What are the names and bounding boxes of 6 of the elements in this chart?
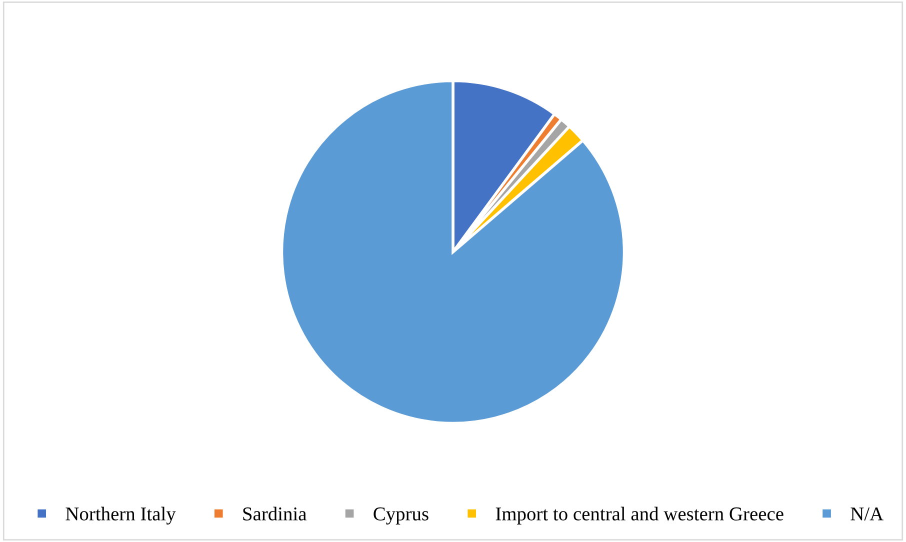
legend-label: N/A (850, 507, 884, 520)
legend-label: Sardinia (243, 506, 307, 520)
legend-label: Cyprus (374, 507, 428, 524)
pie-slice (280, 79, 626, 425)
legend-label: Import to central and western Greece (496, 506, 784, 524)
legend-label: Northern Italy (66, 506, 176, 524)
